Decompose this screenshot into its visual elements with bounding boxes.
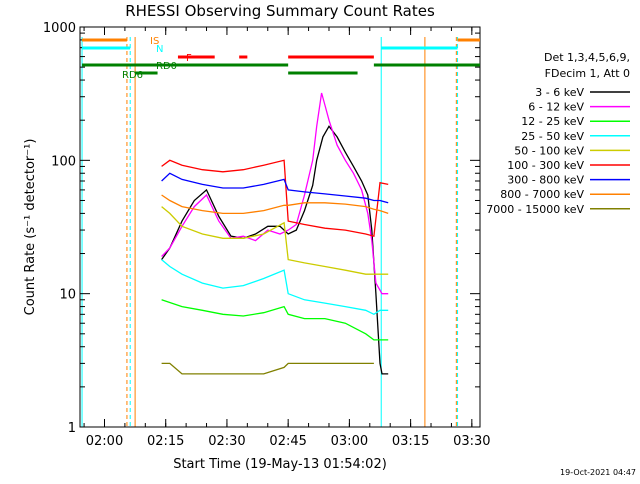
legend-entry-label: 25 - 50 keV [521,130,584,143]
axis-layer: 02:00 02:15 02:30 02:45 03:00 03:15 03:30 1 10 10… [43,21,491,449]
legend-entry-label: 800 - 7000 keV [500,188,584,201]
series-line [161,92,389,295]
legend-entry-label: 7000 - 15000 keV [486,203,584,216]
series-line [161,259,389,316]
plot-layer [81,37,459,427]
flag-label: F [186,53,192,64]
legend-entry-label: 100 - 300 keV [507,159,584,172]
legend-entry-label: 12 - 25 keV [521,115,584,128]
flag-label: RD6 [122,70,143,81]
x-tick-label: 02:45 [269,434,306,449]
flag-label: IS [150,36,159,47]
x-axis-label: Start Time (19-May-13 01:54:02) [173,457,387,472]
chart-title: RHESSI Observing Summary Count Rates [125,2,435,20]
series-line [161,194,389,215]
series-line [161,172,389,204]
x-tick-label: 03:15 [392,434,429,449]
legend-entry-label: 6 - 12 keV [528,101,584,114]
legend-header-line-1: Det 1,3,4,5,6,9, [544,51,630,64]
legend-entry-label: 50 - 100 keV [514,144,584,157]
legend-entry-label: 300 - 800 keV [507,174,584,187]
x-tick-label: 03:00 [331,434,368,449]
series-line [161,125,389,375]
x-tick-label: 02:15 [147,434,184,449]
series-line [161,299,389,341]
series-line [161,206,389,275]
flag-label: N [156,44,163,55]
legend: Det 1,3,4,5,6,9, FDecim 1, Att 0 3 - 6 k… [486,51,630,216]
x-tick-label: 02:30 [208,434,245,449]
series-line [161,159,389,238]
y-tick-label: 1 [68,421,76,436]
series-line [161,362,374,375]
legend-header-line-2: FDecim 1, Att 0 [545,67,630,80]
flag-layer: ISN F RD0 RD6 [82,36,480,81]
plot-frame [79,26,481,428]
flag-label: RD0 [156,61,177,72]
y-tick-label: 100 [51,154,76,169]
x-tick-label: 03:30 [453,434,490,449]
y-axis-label: Count Rate (s⁻¹ detector⁻¹) [23,139,38,316]
legend-entry-label: 3 - 6 keV [535,86,584,99]
x-tick-label: 02:00 [86,434,123,449]
timestamp: 19-Oct-2021 04:47 [560,468,636,477]
y-tick-label: 10 [59,288,76,303]
y-tick-label: 1000 [43,21,76,36]
